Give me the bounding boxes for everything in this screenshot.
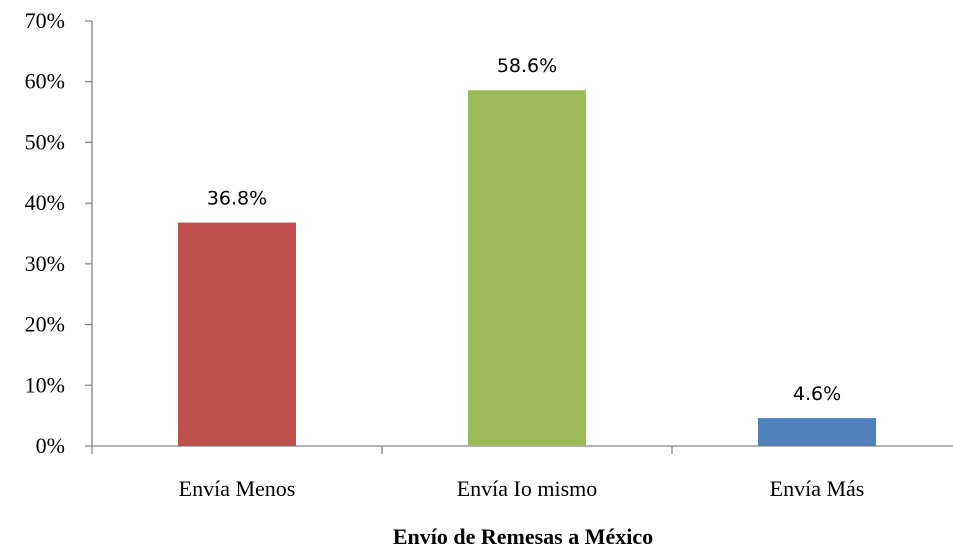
bar [468,90,586,446]
y-tick-label: 30% [25,251,65,276]
y-tick-label: 10% [25,372,65,397]
y-tick-label: 70% [25,8,65,33]
y-axis: 0% 10% 20% 30% 40% 50% 60% 70% [25,8,93,458]
y-tick-label: 50% [25,129,65,154]
bars [178,90,876,446]
x-tick-label: Envía Más [770,476,865,501]
y-tick-label: 0% [36,433,65,458]
x-tick-label: Envía Menos [179,476,296,501]
y-tick-label: 20% [25,312,65,337]
x-axis-title: Envío de Remesas a México [393,524,653,549]
data-labels: 36.8% 58.6% 4.6% [207,55,841,405]
x-tick-label: Envía Io mismo [457,476,598,501]
data-label: 36.8% [207,188,267,210]
bar [178,222,296,446]
x-axis: Envía Menos Envía Io mismo Envía Más [91,445,953,501]
data-label: 58.6% [497,55,557,77]
y-tick-label: 60% [25,69,65,94]
y-tick-label: 40% [25,190,65,215]
data-label: 4.6% [793,383,841,405]
bar [758,418,876,446]
